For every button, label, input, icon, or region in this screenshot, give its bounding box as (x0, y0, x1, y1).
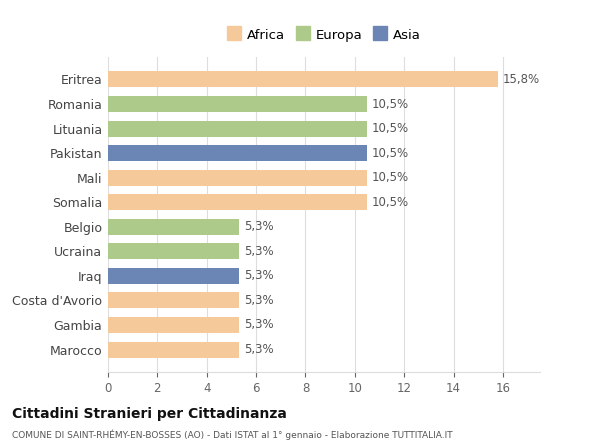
Bar (108, 219, 239, 235)
Bar (108, 293, 239, 308)
Legend: Africa, Europa, Asia: Africa, Europa, Asia (222, 23, 426, 47)
Bar (108, 317, 239, 333)
Text: 5,3%: 5,3% (244, 294, 274, 307)
Text: 5,3%: 5,3% (244, 319, 274, 331)
Text: 10,5%: 10,5% (372, 196, 409, 209)
Text: 10,5%: 10,5% (372, 171, 409, 184)
Text: 15,8%: 15,8% (503, 73, 540, 86)
Text: 10,5%: 10,5% (372, 122, 409, 135)
Text: 5,3%: 5,3% (244, 343, 274, 356)
Bar (108, 96, 367, 112)
Bar (108, 243, 239, 259)
Text: 10,5%: 10,5% (372, 147, 409, 160)
Bar (108, 145, 367, 161)
Text: COMUNE DI SAINT-RHÉMY-EN-BOSSES (AO) - Dati ISTAT al 1° gennaio - Elaborazione T: COMUNE DI SAINT-RHÉMY-EN-BOSSES (AO) - D… (12, 429, 452, 440)
Text: 10,5%: 10,5% (372, 98, 409, 110)
Bar (108, 121, 367, 136)
Bar (108, 71, 498, 88)
Bar (108, 268, 239, 284)
Bar (108, 170, 367, 186)
Text: 5,3%: 5,3% (244, 269, 274, 282)
Bar (108, 194, 367, 210)
Text: Cittadini Stranieri per Cittadinanza: Cittadini Stranieri per Cittadinanza (12, 407, 287, 421)
Bar (108, 341, 239, 357)
Text: 5,3%: 5,3% (244, 245, 274, 258)
Text: 5,3%: 5,3% (244, 220, 274, 233)
